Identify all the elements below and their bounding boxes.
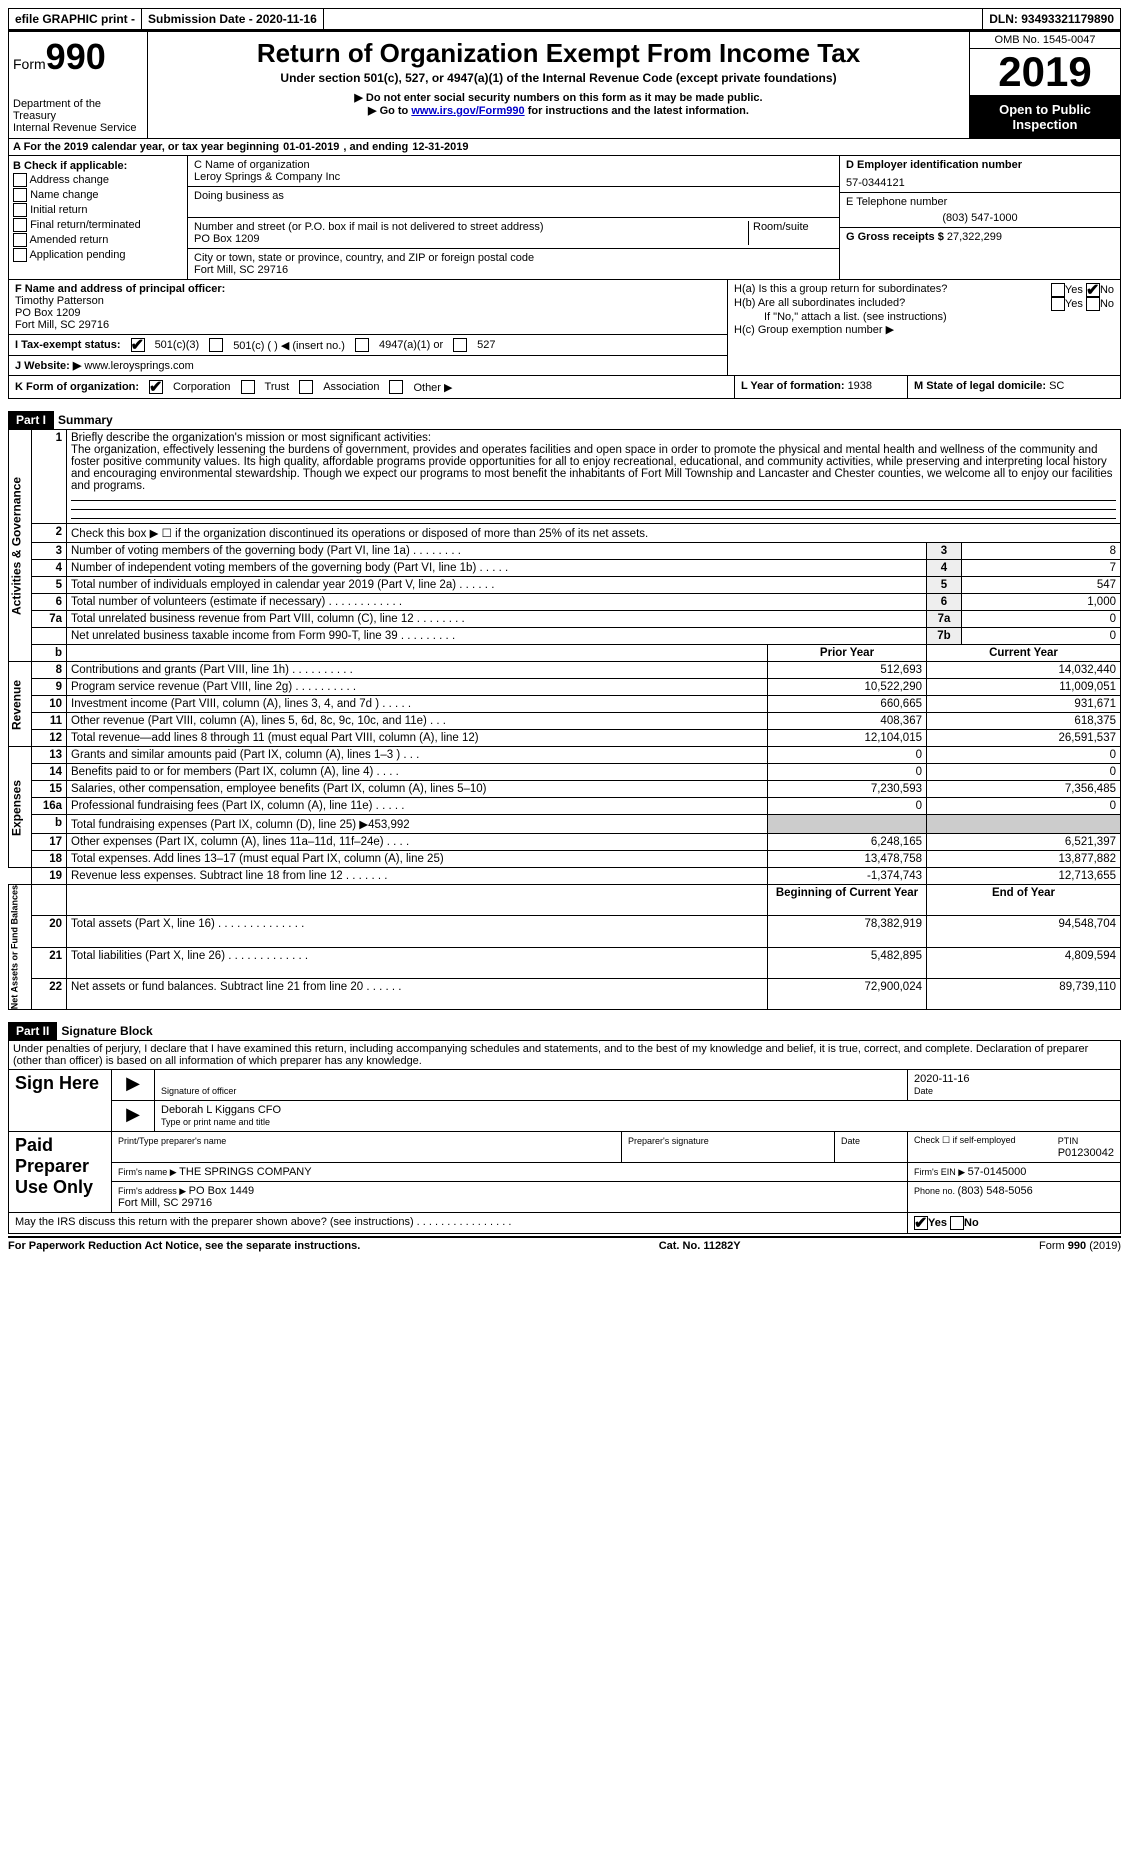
- k-l-m-row: K Form of organization: Corporation Trus…: [8, 376, 1121, 399]
- cb-ha-yes[interactable]: [1051, 283, 1065, 297]
- form-title: Return of Organization Exempt From Incom…: [152, 38, 965, 69]
- cb-hb-no[interactable]: [1086, 297, 1100, 311]
- gross-receipts: 27,322,299: [947, 231, 1002, 243]
- officer-status-row: F Name and address of principal officer:…: [8, 280, 1121, 376]
- officer-name: Deborah L Kiggans CFO: [161, 1104, 281, 1116]
- website-row: J Website: ▶ www.leroysprings.com: [9, 356, 727, 375]
- footer: For Paperwork Reduction Act Notice, see …: [8, 1236, 1121, 1252]
- cb-ha-no[interactable]: [1086, 283, 1100, 297]
- perjury-decl: Under penalties of perjury, I declare th…: [8, 1040, 1121, 1069]
- cb-501c3[interactable]: [131, 338, 145, 352]
- year-formation: 1938: [848, 380, 872, 392]
- cb-name-change[interactable]: [13, 188, 27, 202]
- form-header: Form990 Department of the Treasury Inter…: [8, 32, 1121, 139]
- cb-501c[interactable]: [209, 338, 223, 352]
- cb-hb-yes[interactable]: [1051, 297, 1065, 311]
- cb-4947[interactable]: [355, 338, 369, 352]
- period-row: A For the 2019 calendar year, or tax yea…: [8, 139, 1121, 156]
- tax-status: I Tax-exempt status: 501(c)(3) 501(c) ( …: [9, 335, 727, 356]
- tax-year: 2019: [970, 49, 1120, 96]
- cb-527[interactable]: [453, 338, 467, 352]
- box-f: F Name and address of principal officer:…: [9, 280, 727, 335]
- open-public: Open to Public Inspection: [970, 96, 1120, 138]
- cb-assoc[interactable]: [299, 380, 313, 394]
- rev-label: Revenue: [9, 662, 32, 747]
- dln-cell: DLN: 93493321179890: [982, 9, 1120, 29]
- cb-app-pending[interactable]: [13, 248, 27, 262]
- na-label: Net Assets or Fund Balances: [9, 885, 32, 1010]
- signature-table: Sign Here ▶ Signature of officer 2020-11…: [8, 1069, 1121, 1234]
- form-number: Form990: [13, 36, 143, 78]
- phone: (803) 547-1000: [846, 212, 1114, 224]
- dept-label: Department of the Treasury Internal Reve…: [13, 98, 143, 134]
- cb-address-change[interactable]: [13, 173, 27, 187]
- mission-text: The organization, effectively lessening …: [71, 444, 1113, 492]
- ag-label: Activities & Governance: [9, 430, 32, 662]
- efile-label: efile GRAPHIC print -: [9, 9, 142, 29]
- ein: 57-0344121: [846, 177, 1114, 189]
- cb-discuss-yes[interactable]: [914, 1216, 928, 1230]
- omb-number: OMB No. 1545-0047: [970, 32, 1120, 49]
- box-h: H(a) Is this a group return for subordin…: [728, 280, 1120, 375]
- cb-corp[interactable]: [149, 380, 163, 394]
- summary-table: Activities & Governance 1 Briefly descri…: [8, 429, 1121, 1010]
- entity-grid: B Check if applicable: Address change Na…: [8, 156, 1121, 280]
- instructions-link[interactable]: www.irs.gov/Form990: [411, 105, 524, 117]
- exp-label: Expenses: [9, 747, 32, 868]
- org-name: Leroy Springs & Company Inc: [194, 171, 833, 183]
- street: PO Box 1209: [194, 233, 744, 245]
- part2-header: Part II: [8, 1022, 57, 1040]
- box-b: B Check if applicable: Address change Na…: [9, 156, 188, 279]
- part1-header: Part I: [8, 411, 54, 429]
- state-domicile: SC: [1049, 380, 1064, 392]
- cb-discuss-no[interactable]: [950, 1216, 964, 1230]
- cb-trust[interactable]: [241, 380, 255, 394]
- cb-initial-return[interactable]: [13, 203, 27, 217]
- city: Fort Mill, SC 29716: [194, 264, 833, 276]
- submission-cell: Submission Date - 2020-11-16: [142, 9, 324, 29]
- top-bar: efile GRAPHIC print - Submission Date - …: [8, 8, 1121, 32]
- box-c: C Name of organizationLeroy Springs & Co…: [188, 156, 840, 279]
- box-d: D Employer identification number57-03441…: [840, 156, 1120, 279]
- cb-amended[interactable]: [13, 233, 27, 247]
- cb-other[interactable]: [389, 380, 403, 394]
- cb-final-return[interactable]: [13, 218, 27, 232]
